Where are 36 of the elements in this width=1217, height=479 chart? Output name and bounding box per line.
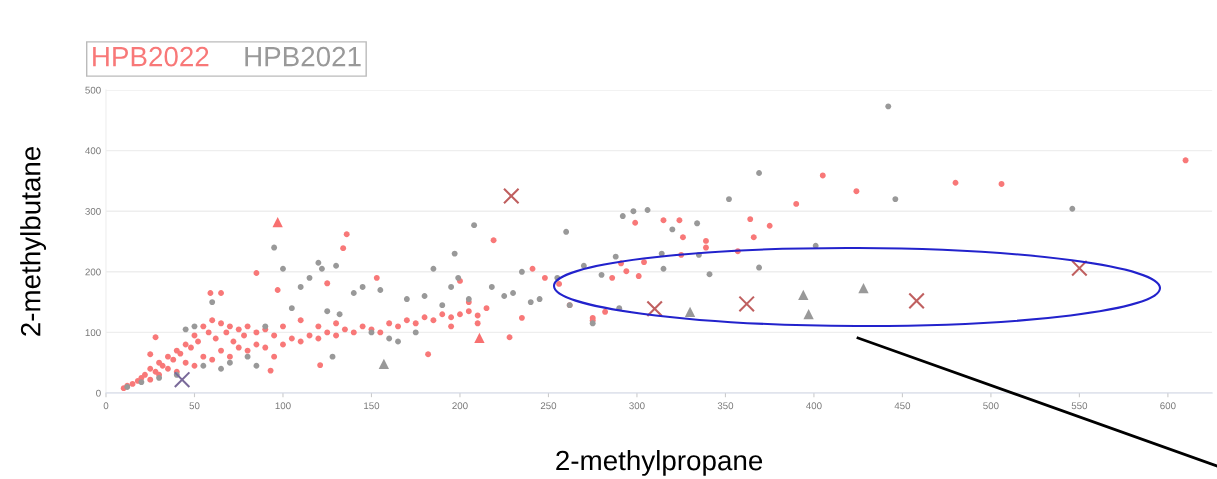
y-tick-label: 500	[85, 86, 101, 94]
point	[684, 306, 696, 317]
x-tick-label: 0	[103, 402, 109, 410]
point	[646, 300, 663, 318]
x-axis-title: 2-methylpropane	[556, 449, 763, 476]
text: HPB2021	[245, 46, 361, 67]
point	[908, 292, 925, 310]
x-tick-label: 550	[1071, 402, 1088, 410]
point	[272, 216, 283, 228]
point	[173, 371, 191, 388]
point	[803, 309, 814, 320]
y-tick-label: 400	[85, 147, 101, 155]
x-tick-label: 400	[806, 402, 822, 410]
y-tick-label: 100	[85, 329, 101, 337]
point	[858, 283, 869, 294]
x-tick-label: 450	[894, 402, 911, 410]
point	[474, 332, 485, 343]
y-tick-label: 200	[85, 268, 101, 276]
point	[1071, 259, 1088, 277]
x-tick-label: 100	[275, 402, 291, 410]
y-axis-title: 2-methylbutane	[20, 146, 47, 336]
point	[378, 358, 390, 370]
x-tick-label: 200	[452, 402, 468, 410]
x-tick-label: 500	[983, 402, 999, 410]
text: HPB2022	[93, 46, 209, 67]
y-tick-label: 300	[85, 207, 101, 215]
x-tick-label: 250	[540, 402, 557, 410]
point	[738, 295, 755, 313]
x-tick-label: 50	[189, 402, 200, 410]
point	[502, 187, 520, 205]
x-tick-label: 300	[629, 402, 645, 410]
x-tick-label: 150	[364, 402, 380, 410]
point	[798, 289, 809, 300]
y-tick-label: 0	[96, 389, 101, 397]
x-tick-label: 600	[1160, 402, 1176, 410]
x-tick-label: 350	[717, 402, 734, 410]
